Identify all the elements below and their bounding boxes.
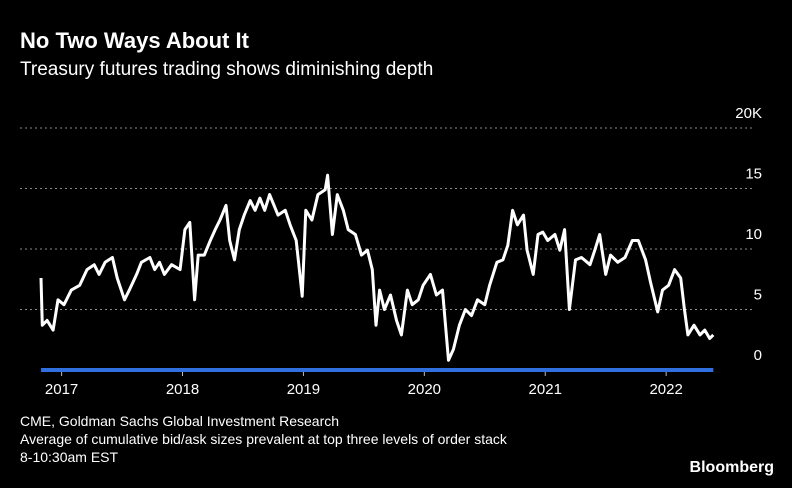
source: CME, Goldman Sachs Global Investment Res…	[20, 413, 339, 429]
y-tick-label: 20K	[735, 105, 762, 122]
chart-title: No Two Ways About It	[20, 28, 250, 53]
y-tick-label: 10	[745, 226, 762, 243]
x-tick-label: 2022	[649, 381, 682, 398]
note: Average of cumulative bid/ask sizes prev…	[20, 431, 508, 447]
chart-subtitle: Treasury futures trading shows diminishi…	[20, 59, 433, 80]
x-tick-label: 2019	[287, 381, 320, 398]
x-tick-label: 2017	[45, 381, 78, 398]
y-tick-label: 0	[754, 347, 762, 364]
y-tick-label: 15	[745, 166, 762, 183]
x-tick-label: 2021	[529, 381, 562, 398]
brand-logo: Bloomberg	[690, 459, 774, 476]
data-line	[39, 173, 715, 362]
y-tick-label: 5	[754, 287, 762, 304]
note: 8-10:30am EST	[20, 449, 118, 465]
x-tick-label: 2020	[408, 381, 441, 398]
x-tick-label: 2018	[166, 381, 199, 398]
